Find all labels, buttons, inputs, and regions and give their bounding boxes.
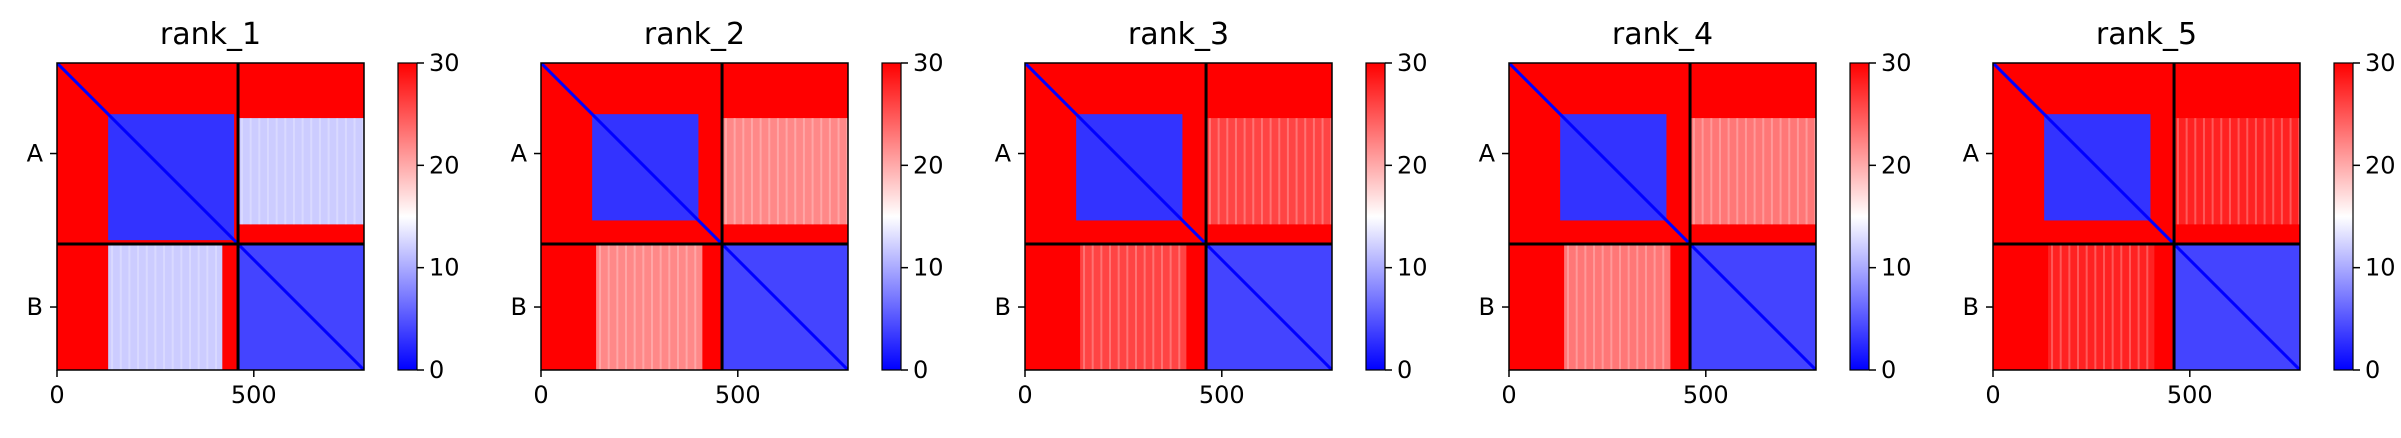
x-tick-label: 500 xyxy=(2167,381,2213,409)
x-tick-label: 0 xyxy=(1017,381,1032,409)
plot-frame xyxy=(1508,62,1817,371)
colorbar-tick-label: 20 xyxy=(1397,151,1428,179)
heatmap-block-3 xyxy=(238,118,364,225)
diagonal-line xyxy=(1025,63,1332,370)
heatmap-cells xyxy=(1025,63,1332,370)
heatmap-cells xyxy=(1509,63,1816,370)
colorbar-tick-label: 0 xyxy=(2365,356,2380,384)
x-tick-label: 500 xyxy=(1199,381,1245,409)
heatmap-panel-3: rank_3 0 500 A B 0 10 20 30 xyxy=(995,17,1428,409)
colorbar xyxy=(881,62,902,371)
heatmap-block-4 xyxy=(1080,244,1187,370)
y-category-label: A xyxy=(995,140,1012,168)
y-category-label: B xyxy=(27,293,43,321)
plot-frame xyxy=(1992,62,2301,371)
colorbar-tick-label: 20 xyxy=(1881,151,1912,179)
x-tick-label: 0 xyxy=(533,381,548,409)
colorbar-tick-label: 10 xyxy=(2365,254,2396,282)
diagonal-line xyxy=(57,63,364,370)
colorbar-tick-label: 0 xyxy=(429,356,444,384)
colorbar-tick-label: 30 xyxy=(913,49,944,77)
heatmap-block-4 xyxy=(108,244,223,370)
colorbar-tick-label: 0 xyxy=(1397,356,1412,384)
heatmap-block-4 xyxy=(596,244,703,370)
heatmap-block-4 xyxy=(2048,244,2155,370)
heatmap-block-3 xyxy=(2174,118,2300,225)
diagonal-line xyxy=(1509,63,1816,370)
heatmap-cells xyxy=(1993,63,2300,370)
colorbar xyxy=(1365,62,1386,371)
x-tick-label: 500 xyxy=(231,381,277,409)
colorbar xyxy=(397,62,418,371)
x-tick-label: 500 xyxy=(715,381,761,409)
colorbar-tick-label: 10 xyxy=(1397,254,1428,282)
panel-title: rank_3 xyxy=(1128,17,1229,52)
y-category-label: B xyxy=(1479,293,1495,321)
y-category-label: A xyxy=(1479,140,1496,168)
panel-title: rank_1 xyxy=(160,17,261,52)
colorbar-tick-label: 30 xyxy=(1881,49,1912,77)
colorbar-tick-label: 30 xyxy=(1397,49,1428,77)
y-category-label: B xyxy=(511,293,527,321)
colorbar xyxy=(1849,62,1870,371)
panel-title: rank_5 xyxy=(2096,17,2197,52)
colorbar-tick-label: 10 xyxy=(1881,254,1912,282)
colorbar-tick-label: 20 xyxy=(913,151,944,179)
colorbar-tick-label: 0 xyxy=(913,356,928,384)
colorbar-tick-label: 0 xyxy=(1881,356,1896,384)
heatmap-block-4 xyxy=(1564,244,1671,370)
colorbar-tick-label: 30 xyxy=(2365,49,2396,77)
plot-frame xyxy=(56,62,365,371)
colorbar-tick-label: 10 xyxy=(913,254,944,282)
x-tick-label: 0 xyxy=(1501,381,1516,409)
heatmap-panel-1: rank_1 0 500 A B 0 10 20 30 xyxy=(27,17,460,409)
colorbar-tick-label: 20 xyxy=(429,151,460,179)
x-tick-label: 0 xyxy=(1985,381,2000,409)
colorbar-tick-label: 10 xyxy=(429,254,460,282)
heatmap-panel-4: rank_4 0 500 A B 0 10 20 30 xyxy=(1479,17,1912,409)
heatmap-cells xyxy=(57,63,364,370)
y-category-label: A xyxy=(27,140,44,168)
x-tick-label: 500 xyxy=(1683,381,1729,409)
heatmap-cells xyxy=(541,63,848,370)
y-category-label: A xyxy=(511,140,528,168)
y-category-label: B xyxy=(995,293,1011,321)
colorbar-tick-label: 30 xyxy=(429,49,460,77)
diagonal-line xyxy=(1993,63,2300,370)
diagonal-line xyxy=(541,63,848,370)
heatmap-panel-2: rank_2 0 500 A B 0 10 20 30 xyxy=(511,17,944,409)
heatmap-panel-5: rank_5 0 500 A B 0 10 20 30 xyxy=(1963,17,2396,409)
colorbar-tick-label: 20 xyxy=(2365,151,2396,179)
plot-frame xyxy=(1024,62,1333,371)
colorbar xyxy=(2333,62,2354,371)
panel-title: rank_4 xyxy=(1612,17,1713,52)
panel-title: rank_2 xyxy=(644,17,745,52)
heatmap-block-3 xyxy=(1206,118,1332,225)
x-tick-label: 0 xyxy=(49,381,64,409)
y-category-label: B xyxy=(1963,293,1979,321)
plot-frame xyxy=(540,62,849,371)
heatmap-block-3 xyxy=(722,118,848,225)
y-category-label: A xyxy=(1963,140,1980,168)
heatmap-block-3 xyxy=(1690,118,1816,225)
